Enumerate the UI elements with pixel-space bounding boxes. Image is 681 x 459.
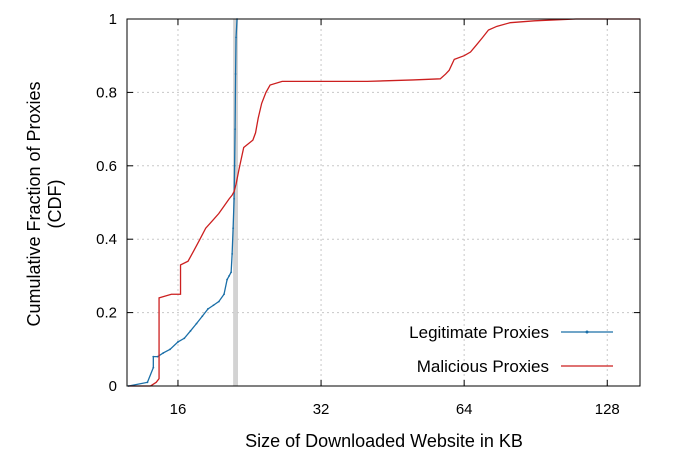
series-0-point: [177, 341, 179, 343]
series-0-point: [234, 73, 237, 75]
series-0-point: [152, 366, 155, 369]
series-line-1: [128, 18, 640, 387]
series-0-point: [233, 197, 236, 200]
series-0-point: [169, 348, 171, 351]
series-line-0: [128, 18, 238, 387]
y-tick-label: 0.4: [96, 231, 117, 248]
legend-marker-0: [585, 330, 589, 334]
y-tick-label: 0.8: [96, 84, 117, 101]
x-tick-label: 64: [456, 401, 473, 418]
series-0-point: [230, 271, 233, 274]
series-0-point: [233, 164, 236, 167]
series-0-point: [156, 355, 159, 358]
y-axis-title-line1: Cumulative Fraction of Proxies: [24, 81, 44, 326]
plot-area: 16 32 64 128 0 0.2 0.4 0.6 0.8 1 Legitimate Proxie…: [96, 11, 641, 418]
plot-frame: [126, 18, 641, 387]
legend-label-0: Legitimate Proxies: [409, 323, 549, 342]
series-0-point: [235, 36, 237, 39]
series-0-point: [228, 275, 231, 277]
y-tick-label: 0.2: [96, 305, 117, 322]
legend-label-1: Malicious Proxies: [417, 357, 549, 376]
x-tick-label: 32: [313, 401, 330, 418]
x-tick-label: 16: [170, 401, 187, 418]
series-0-point: [146, 381, 149, 384]
series-0-point: [195, 322, 198, 325]
highlight-band: [233, 19, 238, 386]
series-0-point: [207, 308, 209, 310]
series-0-point: [232, 227, 235, 230]
series-0-point: [234, 128, 236, 131]
series-0-point: [226, 278, 229, 281]
x-tick-label: 128: [595, 401, 620, 418]
series-0-point: [223, 293, 225, 296]
series-0-point: [217, 300, 220, 303]
y-axis-title-group: Cumulative Fraction of Proxies (CDF): [24, 81, 65, 326]
series-0-point: [201, 315, 204, 318]
series-0-point: [212, 304, 215, 307]
series-0-point: [189, 330, 192, 332]
x-axis-title: Size of Downloaded Website in KB: [245, 431, 523, 451]
y-axis-title-line2: (CDF): [45, 180, 65, 229]
y-tick-label: 0.6: [96, 158, 117, 175]
y-tick-label: 1: [109, 11, 117, 28]
y-tick-label: 0: [109, 378, 117, 395]
series-0-point: [183, 337, 186, 340]
series-0-point: [162, 352, 165, 354]
series-0-point: [231, 252, 234, 255]
series-0-point: [152, 355, 155, 358]
